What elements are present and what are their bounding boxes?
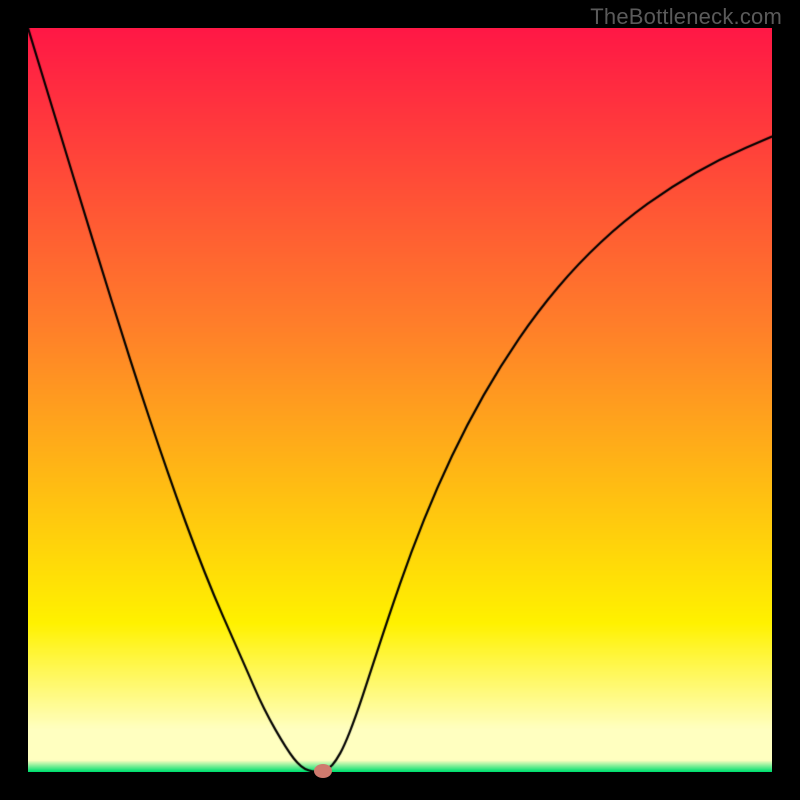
chart-frame: TheBottleneck.com bbox=[0, 0, 800, 800]
bottleneck-curve bbox=[28, 28, 772, 772]
watermark-text: TheBottleneck.com bbox=[590, 4, 782, 30]
plot-area bbox=[28, 28, 772, 772]
optimal-point-marker bbox=[314, 764, 332, 778]
